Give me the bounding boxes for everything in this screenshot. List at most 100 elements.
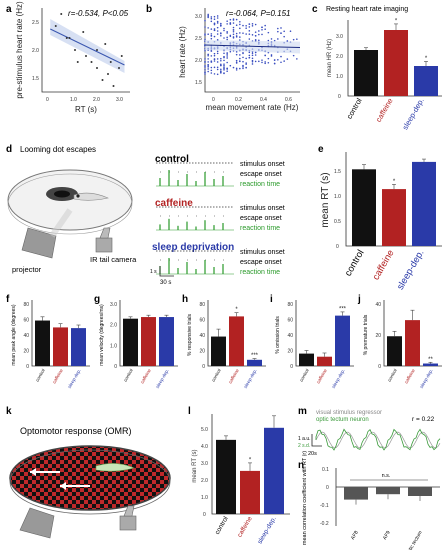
panel-label-d: d [6, 144, 12, 155]
panel-i-ytick-1: 20 [287, 349, 293, 355]
b-point [289, 30, 292, 32]
panel-e-ylabel: mean RT (s) [320, 172, 331, 227]
b-point [277, 38, 279, 40]
b-point [210, 55, 213, 57]
b-point [207, 66, 209, 68]
b-point [239, 20, 241, 23]
panel-g-bars [123, 314, 174, 366]
panel-label-h: h [182, 294, 188, 305]
panel-j-ytick-2: 40 [375, 302, 381, 308]
b-point [245, 57, 247, 60]
panel-a-ytick-2: 2.5 [32, 20, 39, 26]
panel-a-axes [41, 8, 130, 93]
m-scale-time: 20s [308, 451, 317, 457]
b-point [235, 32, 238, 35]
b-point [245, 27, 247, 29]
panel-a-ytick-0: 1.5 [32, 76, 39, 82]
panel-g-ylabel: mean velocity (degrees/ms) [99, 304, 105, 366]
panel-a: r=-0.534, P<0.05 0 1.0 2.0 3.0 1.5 2.0 2… [15, 1, 130, 114]
b-point [204, 71, 206, 74]
panel-label-g: g [94, 294, 100, 305]
panel-h-ytick-0: 0 [202, 364, 205, 370]
panel-f-axes [31, 300, 90, 367]
b-point [235, 35, 238, 37]
projector-device [21, 227, 57, 259]
panel-label-e: e [318, 144, 324, 155]
b-point [258, 39, 260, 42]
ir-camera-lens [99, 227, 111, 239]
panel-j-ytick-0: 0 [378, 364, 381, 370]
panel-f-ylabel: mean peak angle (degrees) [11, 304, 17, 365]
panel-b-ylabel: heart rate (Hz) [178, 26, 187, 78]
b-point [213, 52, 216, 55]
panel-g-cat-2: sleep-dep. [155, 368, 170, 389]
b-point [261, 28, 263, 31]
panel-label-i: i [270, 294, 273, 305]
panel-j-bars: ** [387, 309, 438, 366]
b-point [251, 23, 254, 25]
m-scale-au: 1 a.u. [298, 436, 311, 442]
panel-g-ytick-1: 1.0 [110, 343, 117, 349]
b-point [220, 57, 222, 60]
panel-c: * * 0 1.0 2.0 3.0 mean HR (Hz) control ca… [327, 18, 442, 131]
panel-b-xtick-2: 0.4 [260, 97, 267, 103]
panel-i-cat-2: sleep-dep. [331, 368, 346, 389]
b-point [223, 67, 225, 70]
panel-a-xtick-0: 0 [46, 97, 49, 103]
f-bar-2 [71, 328, 86, 366]
panel-j-axes [383, 300, 442, 367]
panel-b-stats: r=-0.064, P=0.151 [226, 9, 291, 18]
b-point [204, 58, 206, 60]
b-point [216, 50, 219, 53]
b-point [213, 23, 216, 26]
b-point [226, 55, 228, 57]
b-point [213, 15, 216, 18]
group-label-sleep: sleep deprivation [152, 242, 234, 253]
panel-c-title: Resting heart rate imaging [326, 6, 408, 13]
b-point [270, 38, 273, 40]
b-point [248, 30, 251, 32]
b-point [210, 37, 213, 40]
b-point [223, 72, 225, 74]
b-point [232, 33, 235, 36]
b-point [223, 59, 225, 62]
projector-label: projector [12, 265, 42, 274]
b-point [213, 66, 216, 69]
b-point [264, 62, 266, 65]
b-point [207, 63, 209, 66]
panel-g-cat-1: caffeine [140, 368, 153, 385]
b-point [210, 69, 213, 72]
b-point [216, 26, 219, 29]
b-point [232, 36, 235, 38]
b-point [204, 66, 206, 68]
panel-h-ytick-1: 20 [199, 349, 205, 355]
b-point [264, 61, 266, 63]
b-point [264, 28, 266, 31]
panel-i-cat-1: caffeine [316, 368, 329, 385]
panel-j: ** 0 20 40 % premature trials control caffeine… [363, 300, 442, 389]
b-point [223, 63, 225, 65]
b-point [242, 60, 244, 63]
b-point [235, 24, 238, 27]
b-point [239, 67, 241, 70]
panel-e-axes [345, 152, 442, 247]
b-point [210, 28, 213, 30]
b-point [235, 61, 238, 64]
b-point [280, 61, 282, 64]
a-point [65, 37, 68, 39]
m-scalebar [311, 434, 322, 447]
b-point [254, 39, 257, 42]
panel-label-a: a [6, 4, 12, 15]
b-point [213, 60, 216, 62]
b-point [239, 23, 241, 26]
panel-f-ytick-4: 80 [23, 302, 29, 308]
zebrafish-larva [73, 192, 109, 201]
n-bar-2 [408, 487, 432, 496]
b-point [226, 32, 228, 34]
b-point [239, 57, 241, 60]
n-cat-ot: optic tectum [405, 530, 424, 550]
b-point [213, 58, 216, 60]
panel-j-cat-1: caffeine [404, 368, 417, 385]
panel-m: visual stimulus regressor optic tectum n… [298, 410, 441, 457]
b-point [232, 26, 235, 29]
